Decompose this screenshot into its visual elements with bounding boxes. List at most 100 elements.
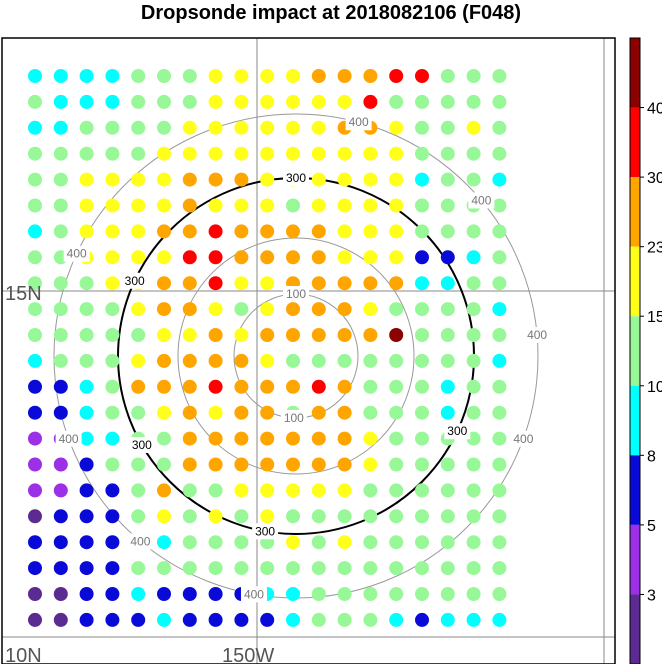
dropsonde-point bbox=[260, 509, 275, 524]
dropsonde-point bbox=[79, 561, 94, 576]
dropsonde-point bbox=[311, 353, 326, 368]
colorbar-tick-label: 30 bbox=[647, 170, 662, 187]
dropsonde-point bbox=[389, 587, 404, 601]
dropsonde-point bbox=[363, 587, 378, 601]
dropsonde-point bbox=[440, 224, 455, 239]
plot-frame bbox=[1, 37, 616, 664]
dropsonde-point bbox=[311, 379, 326, 394]
colorbar-frame bbox=[629, 37, 641, 664]
dropsonde-point bbox=[389, 379, 404, 394]
dropsonde-point bbox=[492, 250, 507, 265]
dropsonde-point bbox=[182, 561, 197, 576]
ring-label: 400 bbox=[244, 587, 264, 601]
dropsonde-point bbox=[131, 353, 146, 368]
ring-label: 400 bbox=[130, 534, 150, 548]
dropsonde-point bbox=[363, 405, 378, 420]
dropsonde-point bbox=[105, 457, 120, 472]
dropsonde-point bbox=[260, 302, 275, 317]
dropsonde-point bbox=[182, 612, 197, 627]
dropsonde-point bbox=[131, 509, 146, 524]
dropsonde-point bbox=[208, 224, 223, 239]
dropsonde-point bbox=[157, 405, 171, 420]
colorbar-segment bbox=[630, 107, 640, 178]
dropsonde-point bbox=[208, 120, 223, 135]
dropsonde-point bbox=[105, 379, 120, 394]
dropsonde-point bbox=[466, 120, 481, 135]
dropsonde-point bbox=[53, 405, 68, 420]
ring-label: 400 bbox=[527, 328, 547, 342]
dropsonde-point bbox=[440, 94, 455, 109]
dropsonde-point bbox=[363, 224, 378, 239]
dropsonde-point bbox=[337, 198, 352, 213]
ring-label: 400 bbox=[471, 193, 491, 207]
dropsonde-point bbox=[105, 405, 120, 420]
colorbar-tick-label: 23 bbox=[647, 240, 662, 257]
dropsonde-point bbox=[466, 457, 481, 472]
dropsonde-point bbox=[208, 431, 223, 446]
dropsonde-point bbox=[157, 94, 171, 109]
dropsonde-point bbox=[105, 146, 120, 161]
dropsonde-point bbox=[157, 612, 171, 627]
ring-label: 300 bbox=[447, 424, 467, 438]
dropsonde-point bbox=[260, 146, 275, 161]
dropsonde-point bbox=[105, 587, 120, 601]
dropsonde-point bbox=[415, 172, 429, 187]
dropsonde-point bbox=[389, 405, 404, 420]
ring-label-bg bbox=[345, 114, 372, 131]
dropsonde-point bbox=[28, 612, 42, 627]
ring-label: 300 bbox=[255, 524, 275, 538]
dropsonde-point bbox=[466, 405, 481, 420]
dropsonde-point bbox=[415, 302, 429, 317]
dropsonde-point bbox=[157, 146, 171, 161]
dropsonde-point bbox=[260, 561, 275, 576]
dropsonde-point bbox=[53, 146, 68, 161]
dropsonde-point bbox=[389, 302, 404, 317]
dropsonde-point bbox=[234, 250, 249, 265]
dropsonde-point bbox=[492, 302, 507, 317]
dropsonde-point bbox=[415, 612, 429, 627]
dropsonde-point bbox=[53, 353, 68, 368]
dropsonde-point bbox=[208, 198, 223, 213]
dropsonde-point bbox=[28, 120, 42, 135]
dropsonde-point bbox=[389, 328, 404, 342]
dropsonde-point bbox=[389, 94, 404, 109]
dropsonde-point bbox=[466, 587, 481, 601]
dropsonde-point bbox=[182, 198, 197, 213]
dropsonde-point bbox=[182, 276, 197, 291]
dropsonde-point bbox=[53, 120, 68, 135]
dropsonde-point bbox=[260, 353, 275, 368]
dropsonde-point bbox=[337, 276, 352, 291]
dropsonde-point bbox=[286, 535, 300, 550]
dropsonde-point bbox=[105, 172, 120, 187]
ring-label-bg bbox=[128, 437, 155, 453]
dropsonde-point bbox=[28, 379, 42, 394]
ring-label: 400 bbox=[59, 432, 79, 446]
dropsonde-point bbox=[53, 276, 68, 291]
dropsonde-point bbox=[28, 405, 42, 420]
dropsonde-point bbox=[79, 69, 94, 83]
dropsonde-point bbox=[311, 328, 326, 342]
dropsonde-point bbox=[466, 561, 481, 576]
dropsonde-point bbox=[415, 276, 429, 291]
dropsonde-point bbox=[131, 587, 146, 601]
dropsonde-point bbox=[79, 328, 94, 342]
dropsonde-point bbox=[208, 328, 223, 342]
dropsonde-point bbox=[131, 250, 146, 265]
dropsonde-point bbox=[105, 431, 120, 446]
dropsonde-point bbox=[182, 328, 197, 342]
dropsonde-point bbox=[286, 94, 300, 109]
dropsonde-point bbox=[363, 172, 378, 187]
dropsonde-point bbox=[105, 509, 120, 524]
dropsonde-point bbox=[389, 561, 404, 576]
dropsonde-point bbox=[337, 561, 352, 576]
dropsonde-point bbox=[286, 509, 300, 524]
dropsonde-point bbox=[105, 535, 120, 550]
dropsonde-point bbox=[311, 405, 326, 420]
dropsonde-point bbox=[311, 146, 326, 161]
dropsonde-point bbox=[415, 561, 429, 576]
dropsonde-point bbox=[131, 379, 146, 394]
dropsonde-point bbox=[105, 198, 120, 213]
dropsonde-point bbox=[440, 250, 455, 265]
ring-label-bg bbox=[127, 533, 154, 550]
dropsonde-point bbox=[208, 405, 223, 420]
